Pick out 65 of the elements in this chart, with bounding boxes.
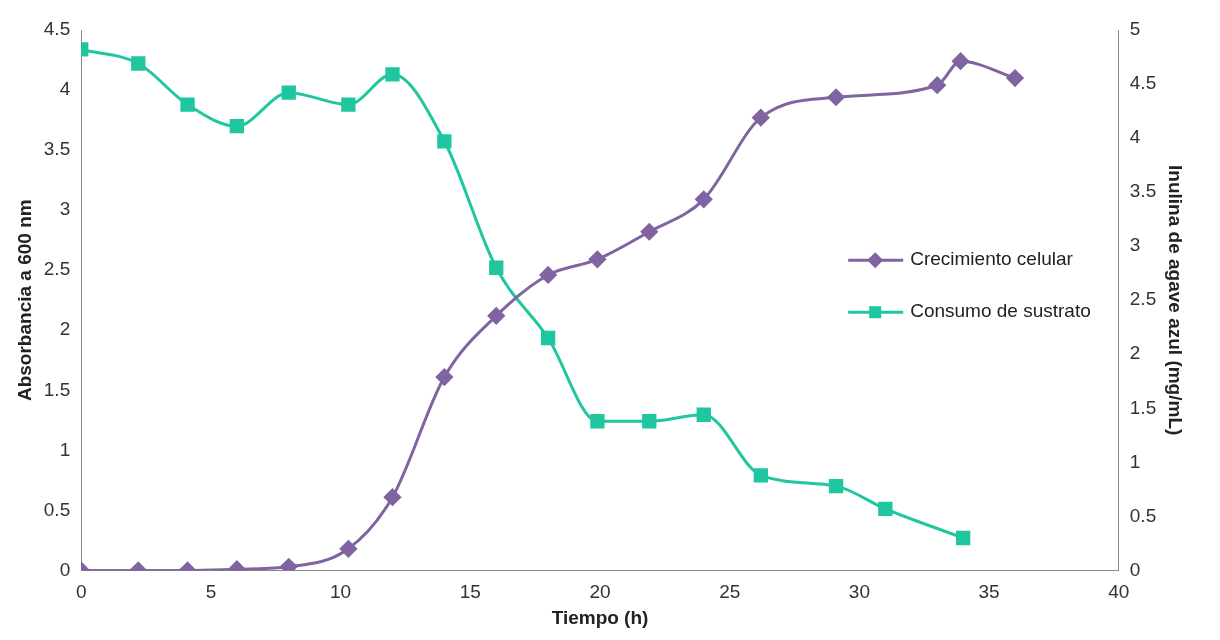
point	[435, 368, 453, 386]
point	[487, 307, 505, 325]
point	[588, 250, 606, 268]
point	[590, 414, 605, 429]
y2-tick-label: 0.5	[1129, 504, 1157, 526]
point	[752, 109, 770, 127]
y-tick-label: 4.5	[43, 18, 71, 40]
legend-label: Crecimiento celular	[910, 248, 1074, 270]
point	[383, 488, 401, 506]
point	[642, 414, 657, 429]
point	[180, 97, 195, 112]
y2-tick-label: 3	[1129, 234, 1141, 256]
point	[878, 501, 893, 516]
y2-tick-label: 2	[1129, 342, 1141, 364]
y-tick-label: 0.5	[43, 498, 71, 520]
y-axis-title: Absorbancia a 600 nm	[13, 199, 35, 402]
point	[955, 530, 971, 546]
point	[928, 76, 946, 94]
y2-tick-label: 1.5	[1129, 396, 1157, 418]
x-tick-label: 35	[978, 581, 1000, 603]
point	[696, 407, 711, 422]
x-tick-label: 15	[459, 581, 481, 603]
point	[131, 56, 146, 71]
point	[229, 119, 245, 134]
y2-tick-label: 3.5	[1129, 180, 1157, 202]
point	[640, 223, 658, 241]
point	[827, 88, 845, 106]
point	[489, 260, 504, 275]
y2-tick-label: 1	[1129, 450, 1141, 472]
y-tick-label: 0	[59, 558, 71, 580]
point	[695, 190, 713, 208]
y2-tick-label: 5	[1129, 18, 1141, 40]
point	[539, 266, 557, 284]
point	[339, 540, 357, 558]
point	[1006, 69, 1024, 87]
y2-tick-label: 0	[1129, 558, 1141, 580]
legend-label: Consumo de sustrato	[910, 300, 1091, 322]
point	[828, 478, 844, 494]
y2-tick-label: 4.5	[1129, 72, 1157, 94]
y2-axis-title: Inulina de agave azul (mg/mL)	[1165, 165, 1187, 436]
y-tick-label: 3.5	[43, 138, 71, 160]
x-tick-label: 10	[330, 581, 352, 603]
x-tick-label: 0	[75, 581, 87, 603]
point	[437, 134, 452, 149]
point	[385, 67, 400, 82]
y2-tick-label: 2.5	[1129, 288, 1157, 310]
point	[952, 52, 970, 70]
point	[281, 85, 296, 100]
x-tick-label: 20	[589, 581, 611, 603]
y-tick-label: 1.5	[43, 378, 71, 400]
y-tick-label: 1	[59, 438, 71, 460]
x-tick-label: 5	[205, 581, 217, 603]
point	[341, 97, 356, 112]
x-tick-label: 30	[848, 581, 870, 603]
x-axis-title: Tiempo (h)	[551, 606, 649, 628]
point	[280, 558, 298, 571]
y2-tick-label: 4	[1129, 126, 1141, 148]
point	[540, 330, 556, 346]
y-tick-label: 3	[59, 198, 71, 220]
y-tick-label: 2	[59, 318, 71, 340]
x-tick-label: 25	[719, 581, 741, 603]
y-tick-label: 2.5	[43, 258, 71, 280]
x-tick-label: 40	[1108, 581, 1130, 603]
point	[753, 468, 768, 483]
y-tick-label: 4	[59, 78, 71, 100]
